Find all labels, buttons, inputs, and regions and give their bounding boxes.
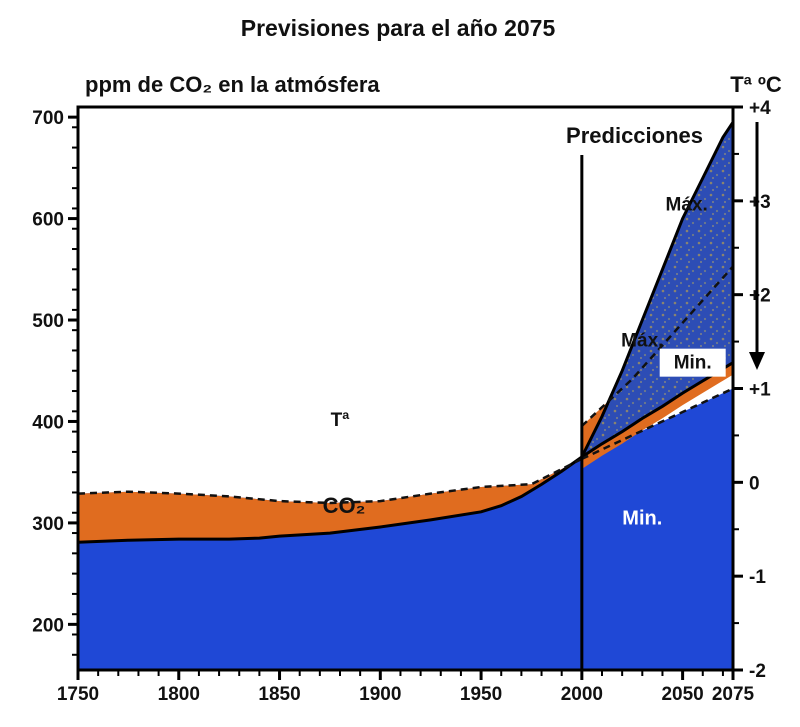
chart-title: Previsiones para el año 2075 bbox=[241, 15, 556, 41]
x-tick-label: 1950 bbox=[460, 684, 502, 705]
x-tick-label: 1800 bbox=[158, 684, 200, 705]
y2-tick-label: +4 bbox=[749, 98, 771, 119]
area-layer bbox=[78, 122, 733, 670]
y-tick-label: 200 bbox=[32, 615, 64, 636]
temperature-band-historic bbox=[78, 457, 582, 543]
co2-min-label: Min. bbox=[674, 353, 712, 374]
x-axis: 1750 1800 1850 1900 1950 2000 2050 2075 bbox=[57, 670, 755, 705]
temp-min-label: Min. bbox=[622, 508, 662, 530]
prediction-label: Predicciones bbox=[566, 123, 703, 148]
x-tick-label: 2075 bbox=[712, 684, 755, 705]
temp-label: Tª bbox=[331, 410, 351, 431]
temperature-area-min bbox=[581, 388, 733, 670]
y2-tick-label: +3 bbox=[749, 192, 771, 213]
temperature-line bbox=[77, 457, 583, 505]
x-tick-label: 1900 bbox=[359, 684, 401, 705]
y-tick-label: 600 bbox=[32, 210, 64, 231]
x-tick-label: 2050 bbox=[661, 684, 703, 705]
y2-tick-label: +1 bbox=[749, 380, 771, 401]
temperature-max-line bbox=[580, 265, 734, 427]
y-tick-label: 500 bbox=[32, 311, 64, 332]
co2-label: CO₂ bbox=[323, 493, 366, 518]
y2-arrow-head bbox=[749, 352, 765, 370]
y-tick-label: 400 bbox=[32, 412, 64, 433]
y2-tick-label: -1 bbox=[749, 567, 766, 588]
co2-max-label: Máx. bbox=[666, 195, 708, 216]
y-axis: 200 300 400 500 600 700 bbox=[32, 108, 78, 656]
temperature-min-line bbox=[581, 387, 734, 461]
y2-axis: -2 -1 0 +1 +2 +3 +4 bbox=[733, 98, 771, 682]
y2-axis-title: Tª ºC bbox=[730, 72, 782, 97]
y-tick-label: 700 bbox=[32, 108, 64, 129]
y2-tick-label: +2 bbox=[749, 286, 771, 307]
co2-line bbox=[77, 455, 583, 544]
x-tick-label: 1850 bbox=[258, 684, 300, 705]
co2-min-label-box bbox=[659, 348, 726, 377]
x-tick-label: 1750 bbox=[57, 684, 99, 705]
y-tick-label: 300 bbox=[32, 514, 64, 535]
temp-max-label: Máx. bbox=[621, 330, 663, 351]
y2-tick-label: 0 bbox=[749, 473, 760, 494]
y-axis-title: ppm de CO₂ en la atmósfera bbox=[85, 72, 380, 97]
x-tick-label: 2000 bbox=[561, 684, 603, 705]
y2-tick-label: -2 bbox=[749, 661, 766, 682]
